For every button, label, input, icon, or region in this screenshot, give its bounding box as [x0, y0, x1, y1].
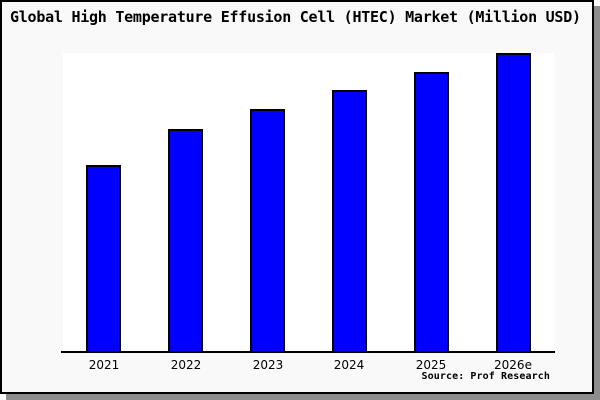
- x-tick-label-2026e: 2026e: [494, 358, 532, 372]
- bar-2025: [414, 72, 449, 352]
- x-axis-line: [61, 351, 555, 353]
- x-tick-label-2021: 2021: [88, 358, 120, 372]
- x-tick-label-2023: 2023: [252, 358, 284, 372]
- bar-2024: [332, 90, 367, 352]
- x-tick-label-2024: 2024: [333, 358, 365, 372]
- chart-title: Global High Temperature Effusion Cell (H…: [10, 8, 581, 26]
- x-tick-label-2022: 2022: [170, 358, 202, 372]
- bar-2023: [250, 109, 285, 352]
- chart-window: Global High Temperature Effusion Cell (H…: [0, 0, 594, 394]
- x-tick-label-2025: 2025: [415, 358, 447, 372]
- bar-2022: [168, 129, 203, 352]
- bar-2021: [86, 165, 121, 352]
- plot-area: [63, 53, 554, 352]
- bar-2026e: [496, 53, 531, 352]
- source-credit: Source: Prof Research: [421, 371, 550, 382]
